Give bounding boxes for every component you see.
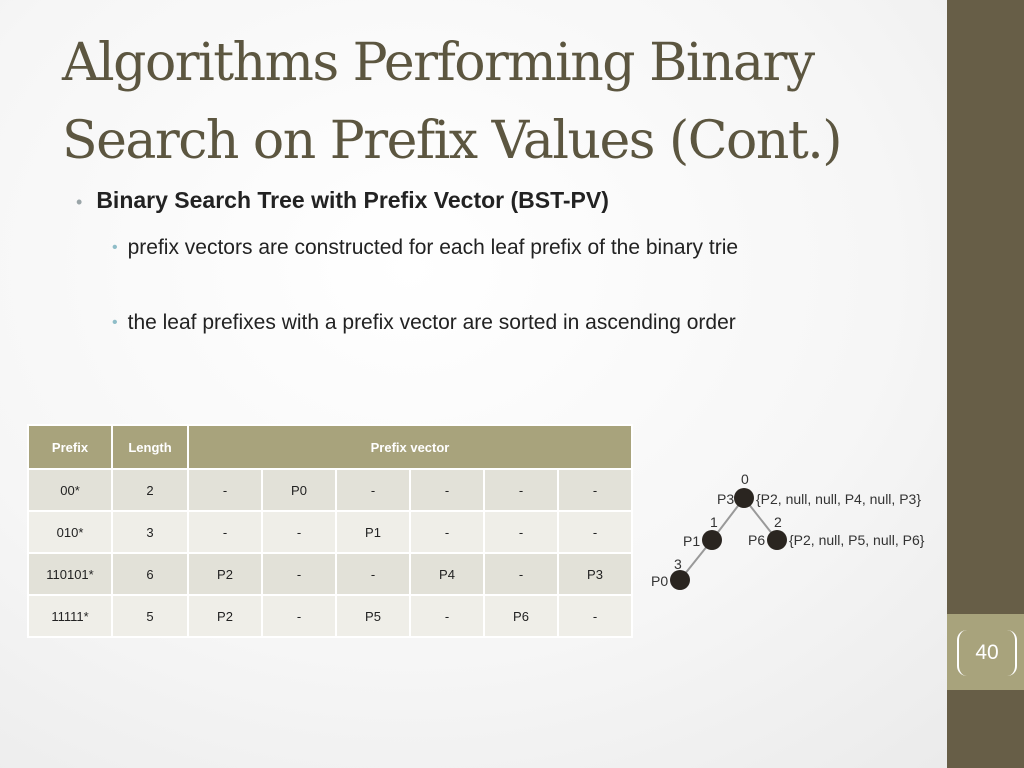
cell-vector: - — [335, 468, 411, 512]
table-header-row: Prefix Length Prefix vector — [27, 424, 633, 470]
prefix-vector-table: Prefix Length Prefix vector 00* 2 - P0 -… — [27, 424, 633, 638]
tree-node-p1 — [702, 530, 722, 550]
cell-prefix: 11111* — [27, 594, 113, 638]
sub-bullet-1-text: prefix vectors are constructed for each … — [127, 236, 739, 259]
cell-vector: - — [483, 510, 559, 554]
header-prefix: Prefix — [27, 424, 113, 470]
node-vector-p3: {P2, null, null, P4, null, P3} — [756, 491, 921, 507]
node-index-2: 2 — [774, 514, 782, 530]
cell-vector: - — [557, 510, 633, 554]
tree-node-p0 — [670, 570, 690, 590]
slide-title: Algorithms Performing Binary Search on P… — [62, 33, 843, 171]
page-number-box — [947, 614, 1024, 690]
cell-vector: P2 — [187, 552, 263, 596]
cell-vector: - — [187, 510, 263, 554]
cell-prefix: 110101* — [27, 552, 113, 596]
cell-length: 5 — [111, 594, 189, 638]
cell-vector: - — [335, 552, 411, 596]
cell-vector: - — [557, 594, 633, 638]
bst-tree-diagram: 0 P3 {P2, null, null, P4, null, P3} 1 P1… — [651, 471, 925, 590]
sub-bullet-2: • the leaf prefixes with a prefix vector… — [112, 306, 912, 339]
table-row: 110101* 6 P2 - - P4 - P3 — [27, 552, 633, 596]
cell-vector: - — [483, 552, 559, 596]
cell-vector: P1 — [335, 510, 411, 554]
main-bullet-text: Binary Search Tree with Prefix Vector (B… — [96, 187, 609, 213]
cell-vector: - — [261, 552, 337, 596]
cell-vector: - — [409, 510, 485, 554]
table-row: 010* 3 - - P1 - - - — [27, 510, 633, 554]
cell-vector: - — [557, 468, 633, 512]
cell-length: 2 — [111, 468, 189, 512]
cell-vector: - — [261, 594, 337, 638]
tree-node-p3 — [734, 488, 754, 508]
table-row: 11111* 5 P2 - P5 - P6 - — [27, 594, 633, 638]
cell-vector: P4 — [409, 552, 485, 596]
bullet-dot: • — [76, 192, 83, 212]
sub-bullet-dot: • — [112, 239, 118, 256]
node-label-p0: P0 — [651, 573, 668, 589]
node-index-1: 1 — [710, 514, 718, 530]
sub-bullet-dot: • — [112, 314, 118, 331]
cell-length: 3 — [111, 510, 189, 554]
sub-bullet-2-text: the leaf prefixes with a prefix vector a… — [127, 311, 736, 334]
cell-prefix: 010* — [27, 510, 113, 554]
cell-vector: P0 — [261, 468, 337, 512]
cell-prefix: 00* — [27, 468, 113, 512]
cell-vector: P2 — [187, 594, 263, 638]
node-label-p6: P6 — [748, 532, 765, 548]
cell-vector: P3 — [557, 552, 633, 596]
node-label-p1: P1 — [683, 533, 700, 549]
header-prefix-vector: Prefix vector — [187, 424, 633, 470]
page-number: 40 — [957, 630, 1017, 676]
table-row: 00* 2 - P0 - - - - — [27, 468, 633, 512]
cell-vector: P6 — [483, 594, 559, 638]
header-length: Length — [111, 424, 189, 470]
cell-length: 6 — [111, 552, 189, 596]
tree-node-p6 — [767, 530, 787, 550]
sub-bullet-1: • prefix vectors are constructed for eac… — [112, 231, 912, 264]
node-label-p3: P3 — [717, 491, 734, 507]
node-index-0: 0 — [741, 471, 749, 487]
cell-vector: - — [261, 510, 337, 554]
cell-vector: - — [483, 468, 559, 512]
main-bullet: • Binary Search Tree with Prefix Vector … — [76, 187, 609, 214]
node-vector-p6: {P2, null, P5, null, P6} — [789, 532, 925, 548]
cell-vector: - — [187, 468, 263, 512]
cell-vector: - — [409, 468, 485, 512]
cell-vector: - — [409, 594, 485, 638]
node-index-3: 3 — [674, 556, 682, 572]
cell-vector: P5 — [335, 594, 411, 638]
